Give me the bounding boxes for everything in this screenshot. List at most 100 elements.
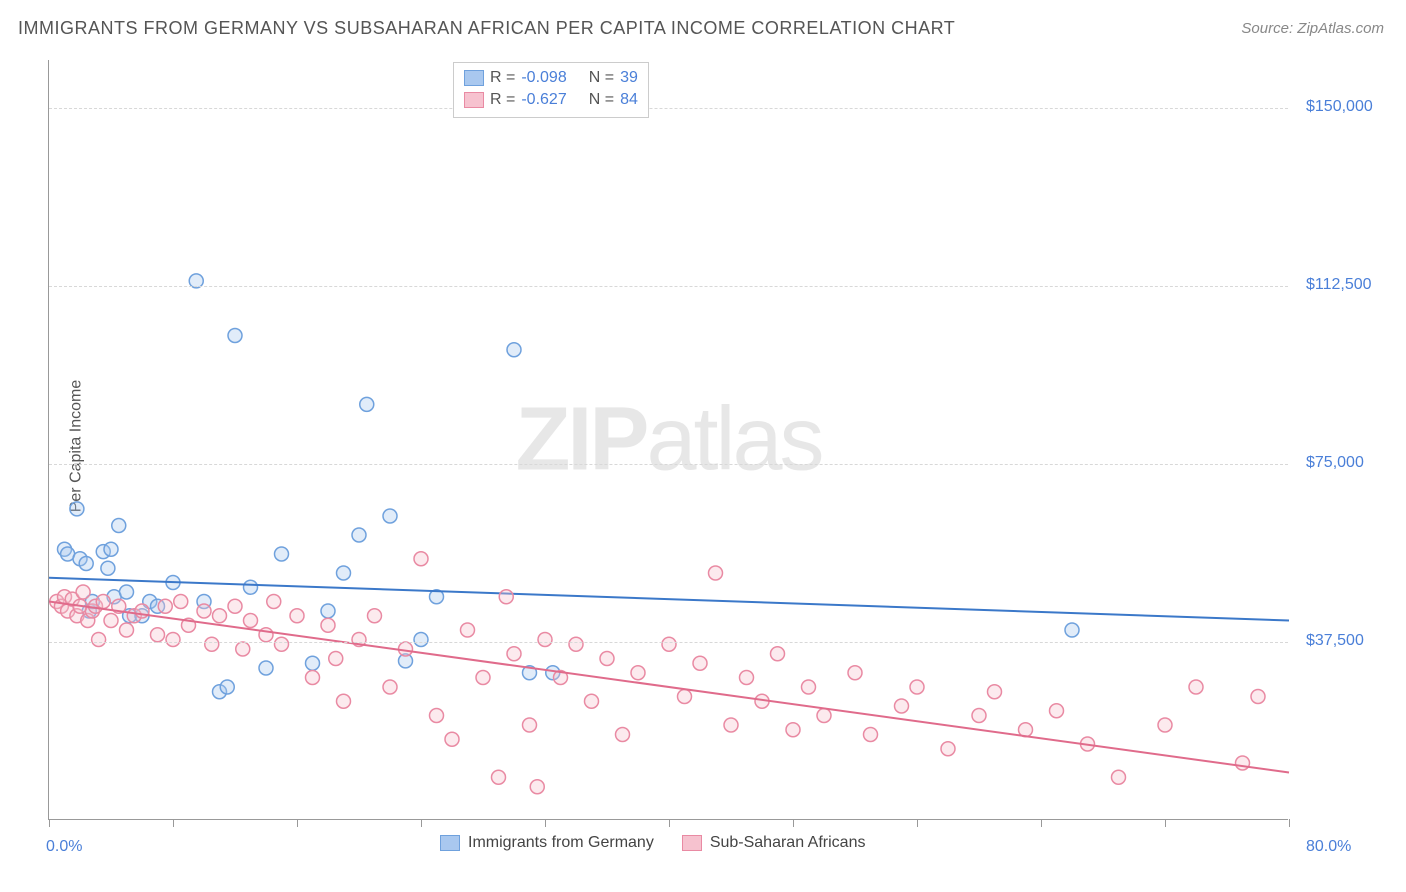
chart-plot-area: ZIPatlas bbox=[48, 60, 1288, 820]
swatch-germany bbox=[464, 70, 484, 86]
data-point-germany bbox=[1065, 623, 1079, 637]
gridline bbox=[49, 642, 1288, 643]
swatch-subsaharan bbox=[464, 92, 484, 108]
data-point-subsaharan bbox=[1251, 690, 1265, 704]
data-point-germany bbox=[352, 528, 366, 542]
data-point-subsaharan bbox=[244, 614, 258, 628]
n-label: N = bbox=[589, 91, 614, 109]
data-point-subsaharan bbox=[461, 623, 475, 637]
data-point-subsaharan bbox=[507, 647, 521, 661]
data-point-germany bbox=[259, 661, 273, 675]
data-point-subsaharan bbox=[600, 652, 614, 666]
data-point-subsaharan bbox=[848, 666, 862, 680]
data-point-subsaharan bbox=[76, 585, 90, 599]
r-label: R = bbox=[490, 69, 515, 87]
x-tick bbox=[545, 819, 546, 827]
data-point-germany bbox=[321, 604, 335, 618]
source-value: ZipAtlas.com bbox=[1297, 20, 1384, 37]
data-point-germany bbox=[120, 585, 134, 599]
data-point-subsaharan bbox=[499, 590, 513, 604]
correlation-stats-box: R =-0.098N =39R =-0.627N =84 bbox=[453, 62, 649, 118]
data-point-subsaharan bbox=[523, 718, 537, 732]
stats-row-subsaharan: R = -0.627 N = 84 bbox=[464, 89, 638, 111]
data-point-subsaharan bbox=[740, 671, 754, 685]
data-point-germany bbox=[337, 566, 351, 580]
data-point-germany bbox=[507, 343, 521, 357]
data-point-subsaharan bbox=[817, 709, 831, 723]
data-point-subsaharan bbox=[151, 628, 165, 642]
data-point-germany bbox=[112, 519, 126, 533]
x-tick bbox=[1041, 819, 1042, 827]
data-point-subsaharan bbox=[1236, 756, 1250, 770]
gridline bbox=[49, 286, 1288, 287]
data-point-germany bbox=[228, 329, 242, 343]
data-point-subsaharan bbox=[538, 633, 552, 647]
data-point-germany bbox=[306, 656, 320, 670]
data-point-subsaharan bbox=[631, 666, 645, 680]
data-point-subsaharan bbox=[205, 637, 219, 651]
x-tick bbox=[917, 819, 918, 827]
data-point-germany bbox=[383, 509, 397, 523]
legend-swatch-subsaharan bbox=[682, 835, 702, 851]
data-point-subsaharan bbox=[337, 694, 351, 708]
data-point-subsaharan bbox=[104, 614, 118, 628]
n-value: 84 bbox=[620, 91, 638, 109]
data-point-subsaharan bbox=[476, 671, 490, 685]
x-tick bbox=[1289, 819, 1290, 827]
x-axis-max-label: 80.0% bbox=[1306, 838, 1351, 856]
data-point-subsaharan bbox=[802, 680, 816, 694]
data-point-germany bbox=[360, 397, 374, 411]
gridline bbox=[49, 108, 1288, 109]
legend-label: Immigrants from Germany bbox=[468, 834, 654, 852]
data-point-germany bbox=[101, 561, 115, 575]
data-point-subsaharan bbox=[236, 642, 250, 656]
data-point-subsaharan bbox=[158, 599, 172, 613]
legend-item-subsaharan: Sub-Saharan Africans bbox=[682, 834, 866, 852]
data-point-subsaharan bbox=[166, 633, 180, 647]
data-point-subsaharan bbox=[414, 552, 428, 566]
data-point-germany bbox=[414, 633, 428, 647]
n-value: 39 bbox=[620, 69, 638, 87]
n-label: N = bbox=[589, 69, 614, 87]
data-point-subsaharan bbox=[174, 595, 188, 609]
data-point-subsaharan bbox=[306, 671, 320, 685]
data-point-subsaharan bbox=[213, 609, 227, 623]
data-point-subsaharan bbox=[290, 609, 304, 623]
stats-row-germany: R =-0.098N =39 bbox=[464, 67, 638, 89]
x-axis-min-label: 0.0% bbox=[46, 838, 82, 856]
data-point-subsaharan bbox=[616, 728, 630, 742]
data-point-subsaharan bbox=[693, 656, 707, 670]
data-point-subsaharan bbox=[941, 742, 955, 756]
data-point-subsaharan bbox=[1112, 770, 1126, 784]
source-attribution: Source: ZipAtlas.com bbox=[1241, 20, 1384, 37]
bottom-legend: Immigrants from Germany Sub-Saharan Afric… bbox=[440, 834, 865, 852]
r-value: -0.627 bbox=[521, 91, 566, 109]
data-point-subsaharan bbox=[678, 690, 692, 704]
data-point-subsaharan bbox=[864, 728, 878, 742]
gridline bbox=[49, 464, 1288, 465]
data-point-subsaharan bbox=[972, 709, 986, 723]
data-point-germany bbox=[275, 547, 289, 561]
legend-item-germany: Immigrants from Germany bbox=[440, 834, 654, 852]
x-tick bbox=[793, 819, 794, 827]
y-tick-label: $150,000 bbox=[1306, 98, 1373, 116]
data-point-subsaharan bbox=[786, 723, 800, 737]
data-point-subsaharan bbox=[895, 699, 909, 713]
data-point-subsaharan bbox=[910, 680, 924, 694]
r-label: R = bbox=[490, 91, 515, 109]
data-point-subsaharan bbox=[96, 595, 110, 609]
x-tick bbox=[173, 819, 174, 827]
x-tick bbox=[1165, 819, 1166, 827]
x-tick bbox=[669, 819, 670, 827]
data-point-subsaharan bbox=[1050, 704, 1064, 718]
data-point-subsaharan bbox=[724, 718, 738, 732]
data-point-subsaharan bbox=[709, 566, 723, 580]
y-tick-label: $37,500 bbox=[1306, 632, 1364, 650]
x-tick bbox=[297, 819, 298, 827]
data-point-subsaharan bbox=[120, 623, 134, 637]
y-tick-label: $112,500 bbox=[1306, 276, 1372, 294]
legend-label: Sub-Saharan Africans bbox=[710, 834, 866, 852]
data-point-subsaharan bbox=[383, 680, 397, 694]
data-point-subsaharan bbox=[368, 609, 382, 623]
data-point-subsaharan bbox=[771, 647, 785, 661]
